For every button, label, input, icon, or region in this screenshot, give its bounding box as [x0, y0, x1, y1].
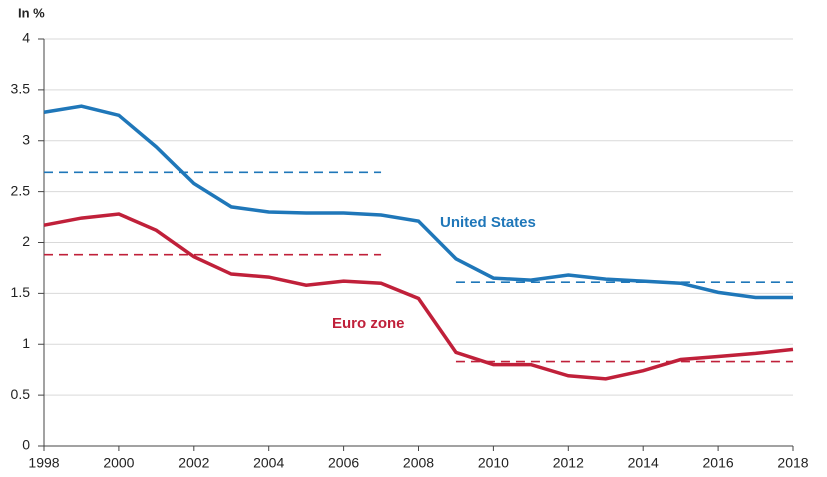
- x-tick-label: 2016: [703, 455, 734, 471]
- series-line: [43, 104, 793, 300]
- x-tick-label: 2010: [478, 455, 509, 471]
- x-tick-label: 2006: [328, 455, 359, 471]
- series-label: United States: [440, 214, 536, 231]
- y-tick-label: 3: [22, 131, 30, 147]
- x-tick-label: 2014: [628, 455, 659, 471]
- x-tick-label: 2012: [553, 455, 584, 471]
- x-tick-label: 2008: [403, 455, 434, 471]
- y-tick-label: 4: [22, 30, 30, 46]
- y-tick-label: 2.5: [11, 182, 31, 198]
- x-tick-label: 2018: [777, 455, 808, 471]
- y-tick-label: 3.5: [11, 81, 31, 97]
- y-axis-label: In %: [18, 5, 45, 20]
- series-line: [43, 212, 794, 381]
- x-tick-label: 2004: [253, 455, 284, 471]
- y-tick-label: 2: [22, 233, 30, 249]
- x-tick-label: 1998: [28, 455, 59, 471]
- series-label: Euro zone: [332, 315, 405, 332]
- x-tick-label: 2002: [178, 455, 209, 471]
- y-tick-label: 0.5: [11, 386, 31, 402]
- y-tick-label: 1.5: [11, 284, 31, 300]
- y-tick-label: 1: [22, 335, 30, 351]
- y-tick-label: 0: [22, 437, 30, 453]
- x-tick-label: 2000: [103, 455, 134, 471]
